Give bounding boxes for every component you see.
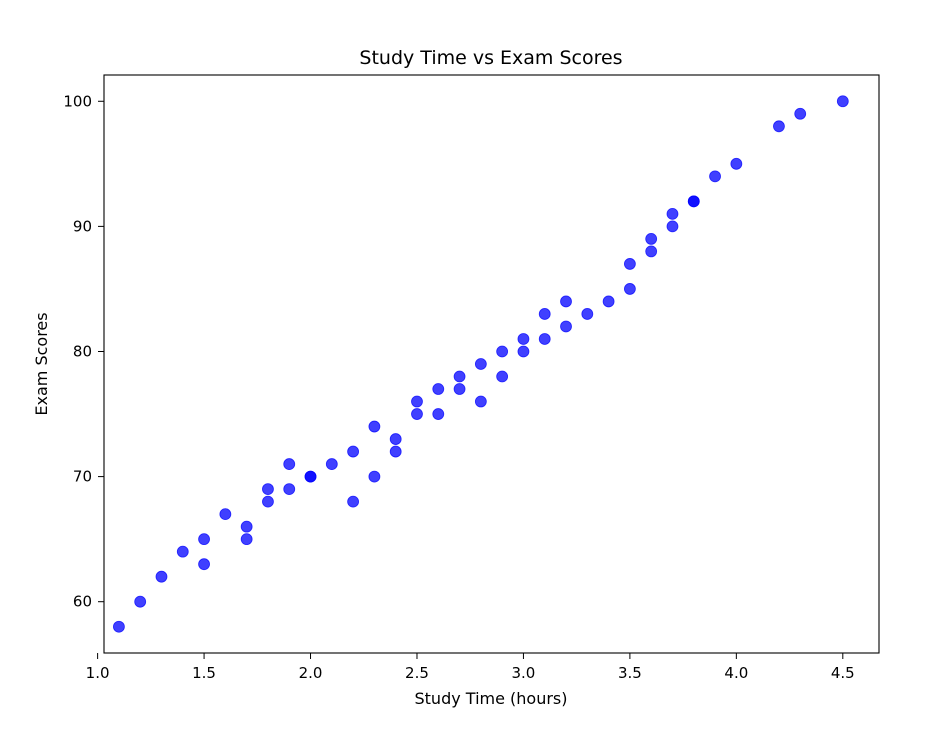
data-point [325,458,338,470]
data-point [198,558,210,571]
data-point [773,120,785,133]
data-point [411,395,423,408]
data-point [474,358,487,370]
data-point [623,258,636,270]
data-point [709,170,721,183]
data-point [240,520,253,533]
data-point [240,533,253,546]
y-tick-label: 90 [73,217,92,235]
data-point [198,533,210,546]
data-point [113,620,125,633]
data-point [538,308,551,320]
data-point [155,570,168,583]
y-tick-label: 80 [73,342,92,360]
data-point [645,245,658,258]
y-axis-label: Exam Scores [32,312,51,415]
plot-frame [103,74,880,654]
y-tick-label: 60 [73,593,92,611]
data-point [560,295,572,308]
chart-title: Study Time vs Exam Scores [359,47,622,69]
data-point [836,95,849,108]
x-tick-label: 2.5 [405,664,429,682]
x-axis-label: Study Time (hours) [415,689,568,708]
data-point [432,408,445,420]
data-point [262,495,274,508]
data-point [411,408,423,420]
data-point [453,370,466,383]
data-point [623,283,636,295]
data-point [687,195,700,208]
data-point [368,420,381,433]
data-point [496,345,509,358]
x-tick-label: 4.5 [831,664,855,682]
x-tick-label: 2.0 [299,664,323,682]
y-tick-label: 70 [73,468,92,486]
data-point [347,445,360,458]
data-point [666,220,679,233]
data-point [474,395,487,408]
x-tick-label: 1.0 [86,664,110,682]
data-point [389,433,402,445]
data-point [347,495,360,508]
data-point [389,445,402,458]
data-point [283,458,296,470]
data-point [602,295,615,308]
data-point [219,508,232,521]
data-point [794,107,807,120]
data-point [283,483,296,496]
x-tick-label: 3.5 [618,664,642,682]
data-point [666,207,679,220]
data-point [730,157,743,170]
data-point [645,232,658,245]
data-point [134,595,147,608]
plot-area: 1.0 1.5 2.0 2.5 3.0 3.5 4.0 4.5 60 70 80 90 100 [63,74,880,682]
data-point [262,483,274,496]
data-point [176,545,189,558]
data-point [496,370,509,383]
data-point [560,320,572,333]
data-point [368,470,381,483]
data-point [581,308,594,320]
x-tick-label: 1.5 [192,664,216,682]
data-point [453,383,466,395]
data-point [517,333,530,345]
data-point [517,345,530,358]
data-point [304,470,317,483]
data-point [538,333,551,345]
x-tick-label: 3.0 [512,664,536,682]
y-tick-label: 100 [63,92,92,110]
data-point [432,383,445,395]
x-tick-label: 4.0 [724,664,748,682]
